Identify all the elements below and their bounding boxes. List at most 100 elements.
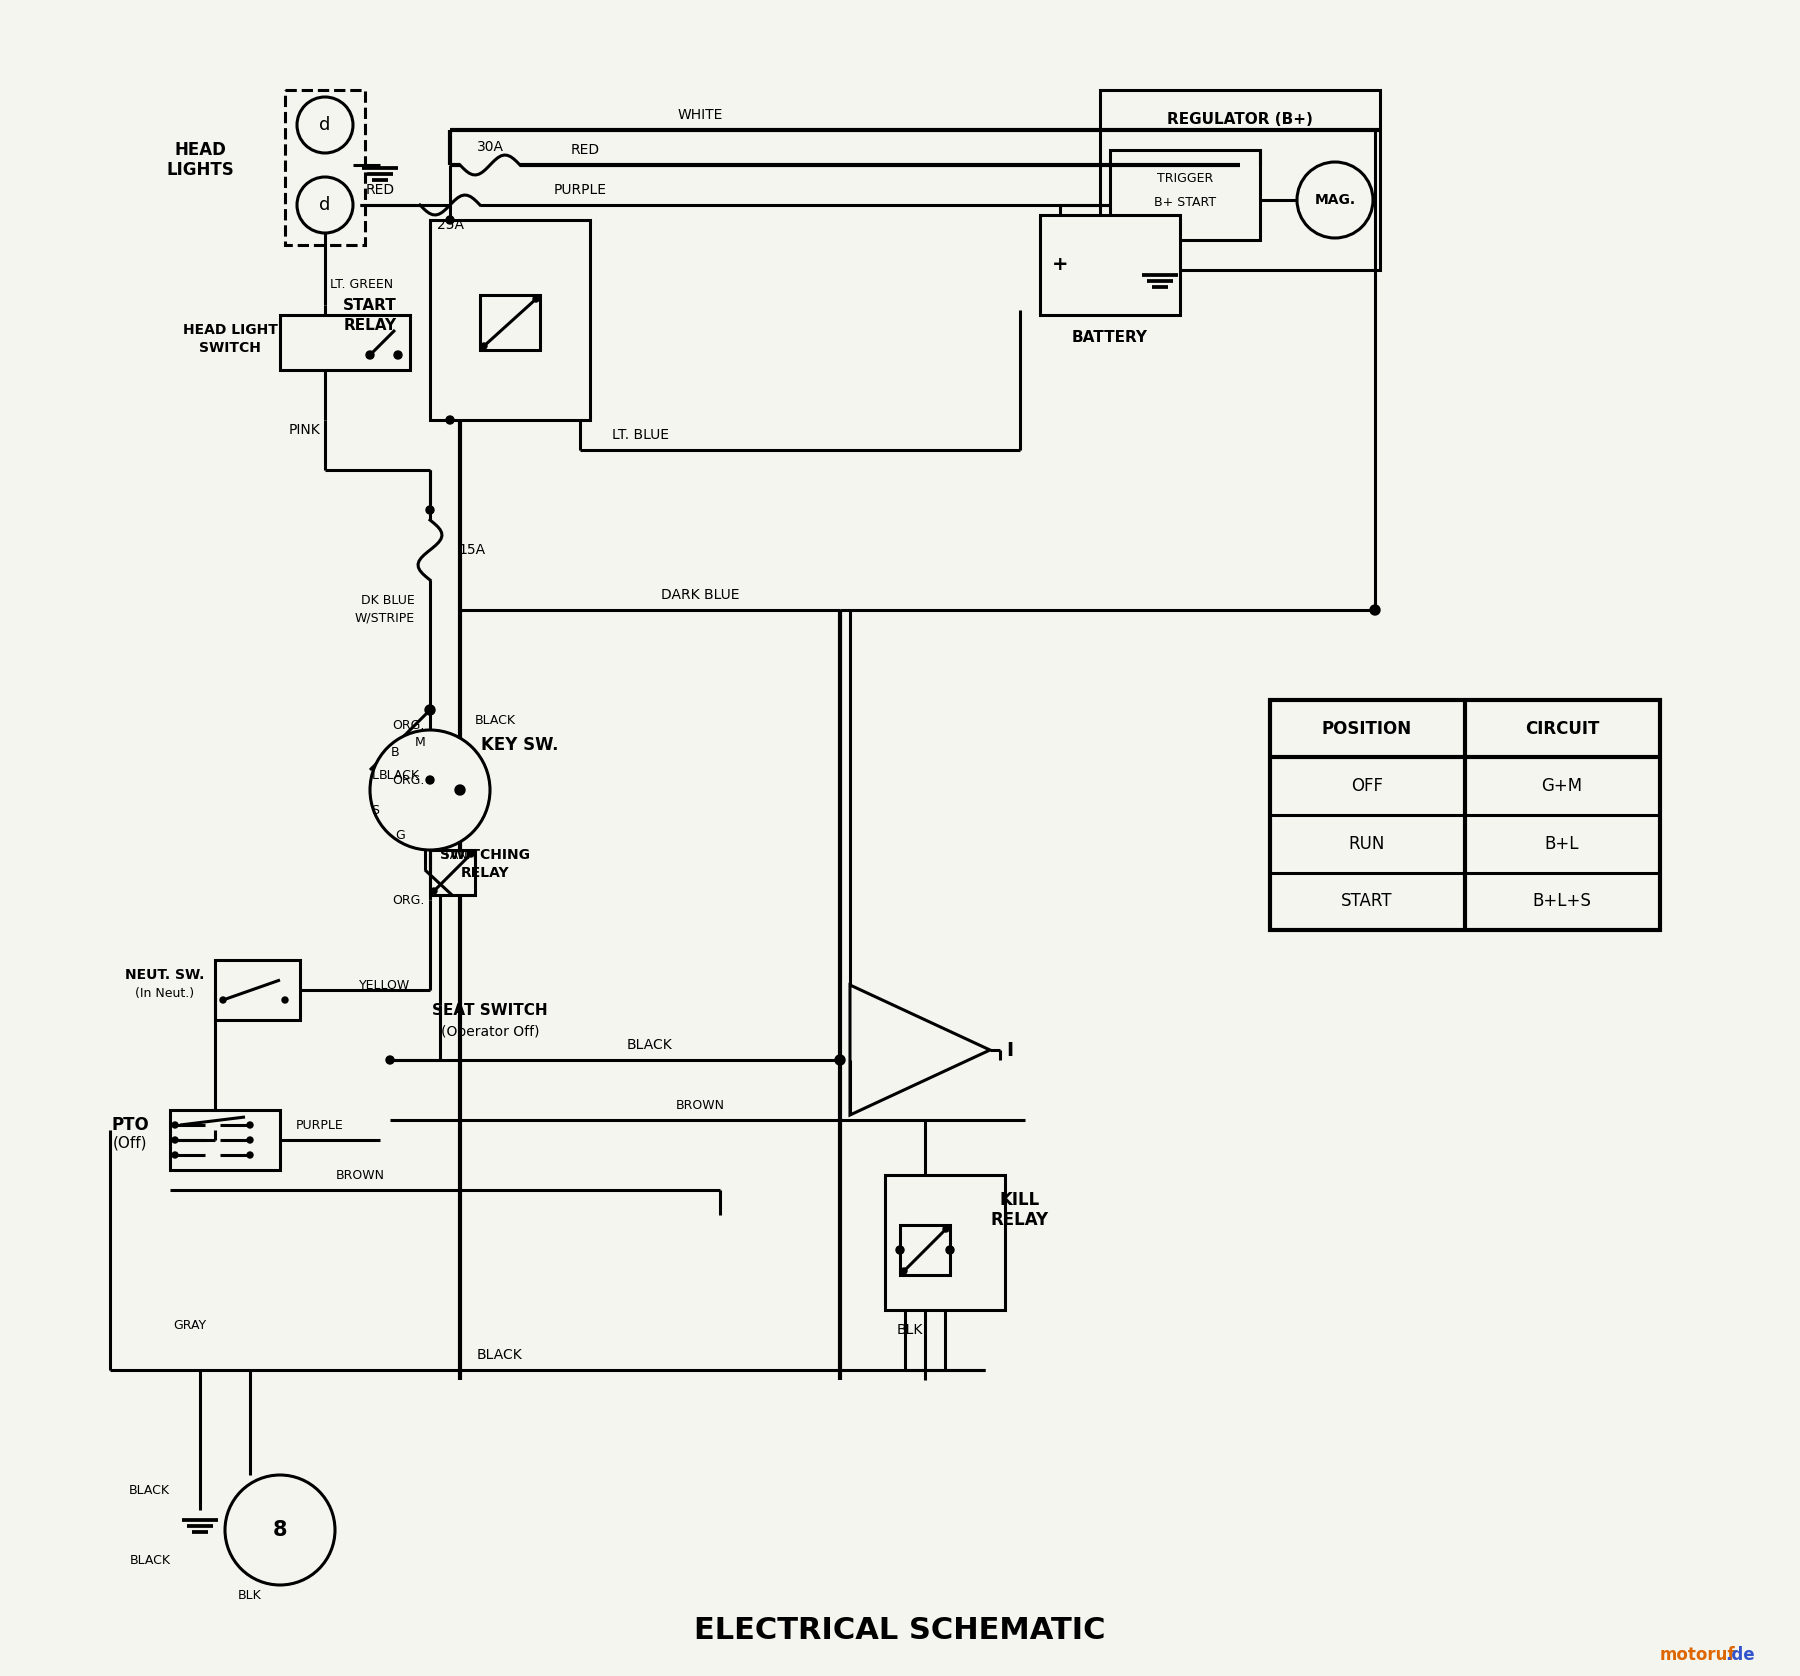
Text: SWITCH: SWITCH	[200, 340, 261, 355]
Text: BLACK: BLACK	[130, 1483, 169, 1497]
Circle shape	[1298, 163, 1373, 238]
Circle shape	[297, 178, 353, 233]
Circle shape	[455, 784, 464, 794]
Circle shape	[446, 416, 454, 424]
Text: LT. BLUE: LT. BLUE	[612, 427, 668, 442]
Bar	[430, 220, 590, 421]
Circle shape	[220, 997, 227, 1002]
Text: GRAY: GRAY	[173, 1319, 207, 1331]
Text: KILL: KILL	[999, 1192, 1040, 1208]
Circle shape	[283, 997, 288, 1002]
Circle shape	[835, 1054, 844, 1064]
Bar	[169, 1110, 281, 1170]
Circle shape	[533, 297, 538, 302]
Circle shape	[468, 851, 473, 856]
Text: BROWN: BROWN	[335, 1168, 385, 1182]
Bar	[481, 295, 540, 350]
Text: (Operator Off): (Operator Off)	[441, 1026, 540, 1039]
Circle shape	[425, 706, 436, 716]
Text: ORG.: ORG.	[392, 719, 425, 731]
Text: START: START	[1341, 892, 1393, 910]
Bar	[1111, 149, 1260, 240]
Text: POSITION: POSITION	[1321, 719, 1411, 737]
Text: ELECTRICAL SCHEMATIC: ELECTRICAL SCHEMATIC	[695, 1616, 1105, 1644]
Text: YELLOW: YELLOW	[358, 979, 410, 992]
Circle shape	[446, 216, 454, 225]
Text: HEAD LIGHT: HEAD LIGHT	[182, 323, 277, 337]
Text: 8: 8	[274, 1520, 288, 1540]
Text: LT. GREEN: LT. GREEN	[329, 278, 392, 292]
Text: d: d	[319, 116, 331, 134]
Circle shape	[896, 1245, 904, 1254]
Text: BLK: BLK	[238, 1589, 261, 1602]
Circle shape	[947, 1245, 954, 1254]
Circle shape	[385, 1056, 394, 1064]
Text: L: L	[371, 769, 378, 781]
Text: HEAD
LIGHTS: HEAD LIGHTS	[166, 141, 234, 179]
Text: BLACK: BLACK	[380, 769, 419, 781]
Text: B+L+S: B+L+S	[1532, 892, 1591, 910]
Text: OFF: OFF	[1352, 778, 1382, 794]
Circle shape	[297, 97, 353, 153]
Circle shape	[430, 888, 437, 893]
Text: DK BLUE: DK BLUE	[362, 593, 416, 607]
Text: BLK: BLK	[896, 1322, 923, 1337]
Bar	[1100, 91, 1381, 270]
Bar	[900, 1225, 950, 1275]
Text: RED: RED	[365, 183, 394, 198]
Text: motoruf: motoruf	[1660, 1646, 1735, 1664]
Text: BLACK: BLACK	[477, 1348, 522, 1363]
Circle shape	[481, 344, 488, 349]
Text: NEUT. SW.: NEUT. SW.	[126, 969, 205, 982]
Text: I: I	[1006, 1041, 1013, 1059]
Text: ORG.: ORG.	[392, 893, 425, 907]
Bar	[1040, 215, 1181, 315]
Bar	[214, 960, 301, 1021]
Text: BLACK: BLACK	[475, 714, 517, 726]
Text: RELAY: RELAY	[344, 317, 396, 332]
Circle shape	[371, 731, 490, 850]
Circle shape	[247, 1136, 254, 1143]
Text: DARK BLUE: DARK BLUE	[661, 588, 740, 602]
Text: BLACK: BLACK	[626, 1037, 673, 1053]
Text: TAN: TAN	[443, 848, 468, 861]
Text: B: B	[391, 746, 400, 759]
Text: G: G	[396, 828, 405, 841]
Text: W/STRIPE: W/STRIPE	[355, 612, 416, 625]
Text: (In Neut.): (In Neut.)	[135, 987, 194, 999]
Bar	[430, 850, 475, 895]
Text: TRIGGER: TRIGGER	[1157, 171, 1213, 184]
Circle shape	[173, 1121, 178, 1128]
Text: PINK: PINK	[288, 422, 320, 437]
Text: BATTERY: BATTERY	[1073, 330, 1148, 345]
Text: ORG.: ORG.	[392, 774, 425, 786]
Text: d: d	[319, 196, 331, 215]
Circle shape	[394, 350, 401, 359]
Text: RELAY: RELAY	[461, 866, 509, 880]
Text: WHITE: WHITE	[677, 107, 722, 122]
Text: MAG.: MAG.	[1314, 193, 1355, 208]
Circle shape	[247, 1121, 254, 1128]
Text: +: +	[1051, 255, 1067, 275]
Text: KEY SW.: KEY SW.	[481, 736, 558, 754]
Text: RED: RED	[571, 142, 599, 158]
Text: SWITCHING: SWITCHING	[439, 848, 529, 861]
Bar	[1271, 701, 1660, 930]
Text: 30A: 30A	[477, 141, 504, 154]
Text: PURPLE: PURPLE	[297, 1118, 344, 1131]
Text: B+L: B+L	[1544, 835, 1579, 853]
Circle shape	[1370, 605, 1381, 615]
Circle shape	[427, 506, 434, 515]
Circle shape	[365, 350, 374, 359]
Text: .de: .de	[1724, 1646, 1755, 1664]
Text: S: S	[371, 803, 380, 816]
Text: 25A: 25A	[436, 218, 464, 231]
Circle shape	[943, 1227, 949, 1232]
Text: B+ START: B+ START	[1154, 196, 1217, 210]
Circle shape	[247, 1151, 254, 1158]
Text: 15A: 15A	[457, 543, 486, 556]
Text: PURPLE: PURPLE	[554, 183, 607, 198]
Text: CIRCUIT: CIRCUIT	[1525, 719, 1598, 737]
Bar	[284, 91, 365, 245]
Circle shape	[902, 1269, 907, 1274]
